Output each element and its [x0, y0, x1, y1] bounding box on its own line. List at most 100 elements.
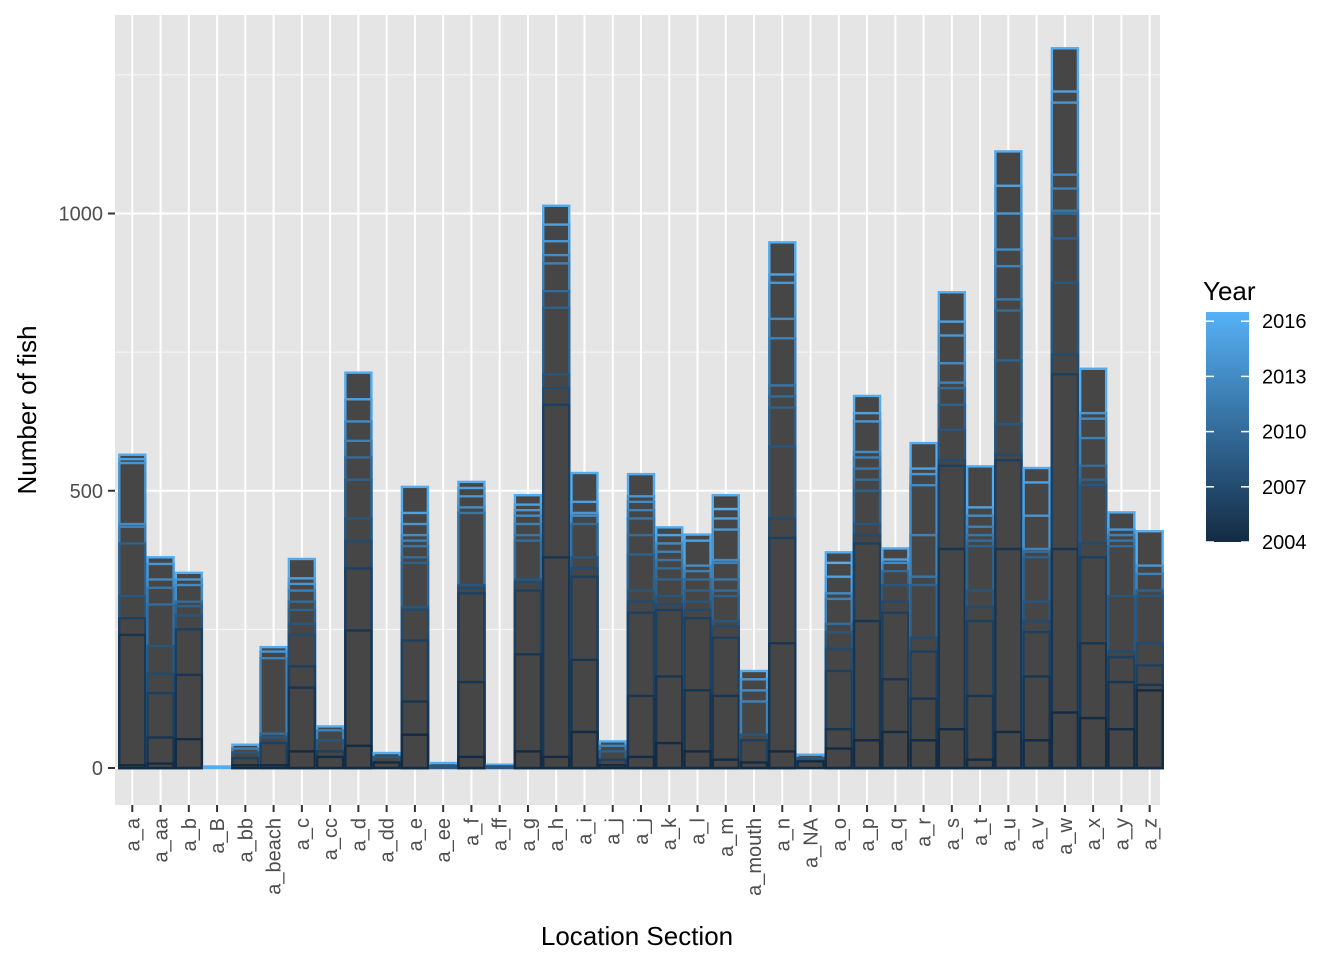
- bar-a_cc: [315, 725, 345, 770]
- x-tick-label: a_n: [772, 818, 794, 851]
- bar-a_n: [768, 241, 797, 770]
- bar-segment: [542, 755, 571, 770]
- bar-segment: [965, 758, 995, 770]
- x-tick-label: a_NA: [801, 817, 823, 868]
- bar-a_B: [202, 765, 232, 770]
- bar-segment: [513, 653, 543, 770]
- bar-a_beach: [259, 645, 288, 770]
- bar-a_x: [1078, 367, 1108, 770]
- bar-a_w: [1050, 47, 1080, 770]
- x-tick-label: a_j: [631, 818, 653, 845]
- x-tick-label: a_b: [179, 818, 201, 851]
- bar-a_s: [937, 291, 967, 770]
- bar-segment: [570, 730, 599, 770]
- x-tick-label: a_mouth: [744, 818, 766, 896]
- legend-title: Year: [1203, 276, 1256, 306]
- x-axis-title: Location Section: [541, 921, 733, 951]
- bar-a_u: [994, 150, 1023, 770]
- x-tick-label: a_a: [122, 817, 144, 851]
- x-tick-label: a_l: [688, 818, 710, 845]
- bar-segment: [372, 761, 401, 770]
- legend-ticks: 2016 2013 2010 2007 2004: [1206, 311, 1307, 554]
- legend: Year 2016 2013 2010 2007 2004: [1203, 276, 1307, 554]
- x-tick-label: a_p: [857, 818, 879, 851]
- x-tick-label: a_r: [914, 818, 936, 847]
- bar-a_g: [513, 493, 543, 770]
- x-tick-label: a_i: [574, 818, 596, 845]
- bar-segment: [768, 642, 797, 770]
- legend-tick-label: 2007: [1262, 477, 1307, 499]
- bar-segment: [146, 762, 175, 770]
- bar-segment: [118, 633, 147, 770]
- bar-segment: [965, 694, 995, 770]
- bar-a_y: [1107, 511, 1136, 770]
- bar-segment: [739, 761, 769, 770]
- y-axis: 0 500 1000: [59, 204, 115, 780]
- x-tick-label: a_y: [1111, 818, 1133, 850]
- bar-a_c: [287, 557, 317, 770]
- bar-segment: [881, 730, 910, 770]
- bar-segment: [937, 727, 967, 770]
- bar-a_mouth: [739, 669, 769, 770]
- x-tick-label: a_B: [207, 818, 229, 854]
- bar-a_i: [570, 471, 599, 770]
- bar-segment: [259, 764, 288, 770]
- bar-segment: [231, 764, 260, 770]
- x-tick-label: a_h: [546, 818, 568, 851]
- bar-segment: [118, 764, 147, 770]
- bar-segment: [457, 680, 486, 770]
- x-tick-label: a_w: [1055, 817, 1077, 854]
- x-tick-label: a_f: [461, 818, 483, 846]
- bar-segment: [824, 747, 853, 770]
- bar-segment: [428, 764, 458, 770]
- bar-a_v: [1022, 466, 1051, 770]
- bar-segment: [796, 760, 825, 770]
- bar-a_e: [400, 485, 430, 770]
- x-tick-label: a_t: [970, 818, 992, 846]
- bar-segment: [994, 730, 1023, 770]
- x-axis: a_a a_aa a_b a_B a_bb a_beach a_c a_cc a_d a_dd a_…: [122, 805, 1162, 896]
- bar-segment: [852, 739, 882, 770]
- y-tick-label: 500: [70, 481, 103, 503]
- bar-segment: [768, 750, 797, 770]
- x-tick-label: a_v: [1027, 818, 1049, 850]
- bar-a_d: [344, 371, 373, 770]
- legend-tick-label: 2016: [1262, 311, 1307, 333]
- bar-a_b: [174, 571, 204, 770]
- bar-segment: [1022, 739, 1051, 770]
- bar-a_m: [711, 493, 740, 770]
- bar-segment: [683, 750, 712, 770]
- bar-segment: [1107, 727, 1136, 770]
- bar-a_j: [626, 472, 656, 770]
- bar-a_t: [965, 465, 995, 770]
- x-tick-label: a_dd: [377, 818, 399, 863]
- bar-segment: [542, 556, 571, 770]
- bar-segment: [1078, 716, 1108, 770]
- bar-segment: [513, 750, 543, 770]
- x-tick-label: a_beach: [264, 818, 286, 895]
- bar-segment: [344, 744, 373, 770]
- bar-segment: [400, 733, 430, 770]
- bar-segment: [259, 741, 288, 770]
- x-tick-label: a_q: [885, 818, 907, 851]
- bar-a_dd: [372, 751, 401, 770]
- bar-segment: [1050, 711, 1080, 770]
- bar-a_a: [118, 453, 147, 770]
- bar-segment: [287, 750, 317, 770]
- x-tick-label: a_c: [292, 818, 314, 850]
- x-tick-label: a_o: [829, 818, 851, 851]
- x-tick-label: a_e: [405, 818, 427, 851]
- bar-segment: [655, 741, 684, 770]
- y-axis-title: Number of fish: [12, 325, 42, 494]
- bar-a_NA: [796, 753, 825, 770]
- bar-a_j: [598, 740, 627, 770]
- bar-segment: [598, 764, 627, 770]
- bar-segment: [1135, 689, 1164, 770]
- bar-segment: [909, 739, 938, 770]
- x-tick-label: a_u: [998, 818, 1020, 851]
- bars: [118, 47, 1164, 770]
- legend-tick-label: 2010: [1262, 422, 1307, 444]
- bar-a_ee: [428, 761, 458, 770]
- bar-segment: [174, 737, 204, 770]
- x-tick-label: a_d: [348, 818, 370, 851]
